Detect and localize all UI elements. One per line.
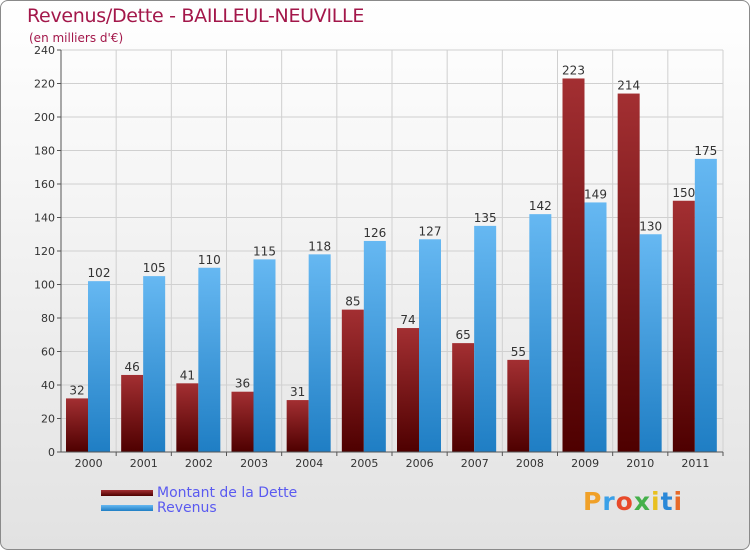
- data-label-dette-2007: 65: [456, 328, 471, 342]
- bar-revenus-2009: [584, 202, 607, 452]
- logo-letter: P: [583, 487, 603, 516]
- legend-label-dette: Montant de la Dette: [157, 485, 298, 501]
- logo-letter: r: [602, 487, 616, 516]
- x-tick-label-2001: 2001: [130, 457, 158, 470]
- x-tick-label-2000: 2000: [75, 457, 103, 470]
- bar-revenus-2006: [419, 239, 441, 452]
- bar-dette-2001: [121, 374, 144, 452]
- legend-swatch-dette: [101, 490, 153, 496]
- y-tick-label: 80: [41, 312, 55, 325]
- bar-revenus-2004: [308, 254, 331, 452]
- bar-dette-2002: [176, 383, 199, 452]
- y-tick-label: 20: [41, 413, 55, 426]
- chart-title: Revenus/Dette - BAILLEUL-NEUVILLE: [27, 5, 365, 27]
- y-tick-label: 0: [48, 446, 55, 459]
- bar-dette-2010: [617, 93, 640, 453]
- bar-revenus-2002: [198, 267, 221, 452]
- x-tick-label-2007: 2007: [461, 457, 489, 470]
- data-label-revenus-2008: 142: [529, 199, 552, 213]
- data-label-revenus-2006: 127: [419, 224, 442, 238]
- bar-dette-2005: [341, 309, 364, 452]
- data-label-dette-2011: 150: [672, 186, 695, 200]
- data-label-dette-2004: 31: [290, 385, 305, 399]
- bar-dette-2000: [66, 398, 88, 452]
- bar-dette-2003: [231, 391, 254, 452]
- logo-letter: x: [633, 487, 651, 516]
- x-tick-label-2002: 2002: [185, 457, 213, 470]
- bar-dette-2011: [672, 200, 695, 452]
- y-tick-label: 180: [34, 145, 55, 158]
- legend-label-revenus: Revenus: [157, 500, 217, 516]
- y-tick-label: 120: [34, 245, 55, 258]
- bar-revenus-2000: [88, 281, 110, 452]
- logo-letter: o: [615, 487, 634, 516]
- x-tick-label-2004: 2004: [295, 457, 323, 470]
- y-tick-label: 240: [34, 44, 55, 57]
- x-tick-label-2008: 2008: [516, 457, 544, 470]
- legend-swatch-revenus: [101, 505, 153, 511]
- y-tick-label: 140: [34, 212, 55, 225]
- data-label-revenus-2005: 126: [363, 226, 386, 240]
- x-tick-label-2005: 2005: [350, 457, 378, 470]
- x-tick-label-2009: 2009: [571, 457, 599, 470]
- bar-revenus-2003: [253, 259, 276, 452]
- y-tick-label: 220: [34, 78, 55, 91]
- x-tick-label-2003: 2003: [240, 457, 268, 470]
- data-label-revenus-2000: 102: [88, 266, 111, 280]
- logo-letter: i: [673, 487, 684, 516]
- data-label-dette-2006: 74: [400, 313, 415, 327]
- y-tick-label: 60: [41, 346, 55, 359]
- data-label-revenus-2003: 115: [253, 244, 276, 258]
- bar-revenus-2007: [474, 225, 497, 452]
- bar-revenus-2010: [639, 234, 662, 452]
- x-tick-label-2006: 2006: [406, 457, 434, 470]
- proxiti-logo: Proxiti: [583, 487, 683, 516]
- y-tick-label: 160: [34, 178, 55, 191]
- data-label-dette-2001: 46: [125, 360, 140, 374]
- bar-dette-2007: [452, 343, 475, 452]
- data-label-dette-2010: 214: [617, 79, 640, 93]
- bar-dette-2006: [397, 328, 419, 452]
- data-label-dette-2002: 41: [180, 368, 195, 382]
- y-tick-label: 40: [41, 379, 55, 392]
- logo-letter: t: [660, 487, 674, 516]
- data-label-dette-2009: 223: [562, 63, 585, 77]
- x-tick-label-2011: 2011: [681, 457, 709, 470]
- logo-letter: i: [651, 487, 661, 516]
- data-label-revenus-2001: 105: [143, 261, 166, 275]
- data-label-dette-2005: 85: [345, 295, 360, 309]
- data-label-revenus-2007: 135: [474, 211, 497, 225]
- data-label-dette-2000: 32: [69, 383, 84, 397]
- data-label-revenus-2010: 130: [639, 219, 662, 233]
- bar-dette-2009: [562, 78, 585, 452]
- bar-dette-2008: [507, 359, 530, 452]
- data-label-dette-2003: 36: [235, 377, 250, 391]
- bar-revenus-2011: [694, 158, 717, 452]
- y-tick-label: 100: [34, 279, 55, 292]
- data-label-revenus-2002: 110: [198, 253, 221, 267]
- bar-revenus-2008: [529, 214, 552, 452]
- data-label-revenus-2011: 175: [694, 144, 717, 158]
- data-label-revenus-2004: 118: [308, 239, 331, 253]
- bar-revenus-2005: [363, 240, 386, 452]
- bar-revenus-2001: [143, 276, 166, 452]
- x-tick-label-2010: 2010: [626, 457, 654, 470]
- data-label-dette-2008: 55: [511, 345, 526, 359]
- chart-subtitle: (en milliers d'€): [29, 31, 124, 45]
- data-label-revenus-2009: 149: [584, 187, 607, 201]
- y-tick-label: 200: [34, 111, 55, 124]
- bar-dette-2004: [286, 400, 309, 452]
